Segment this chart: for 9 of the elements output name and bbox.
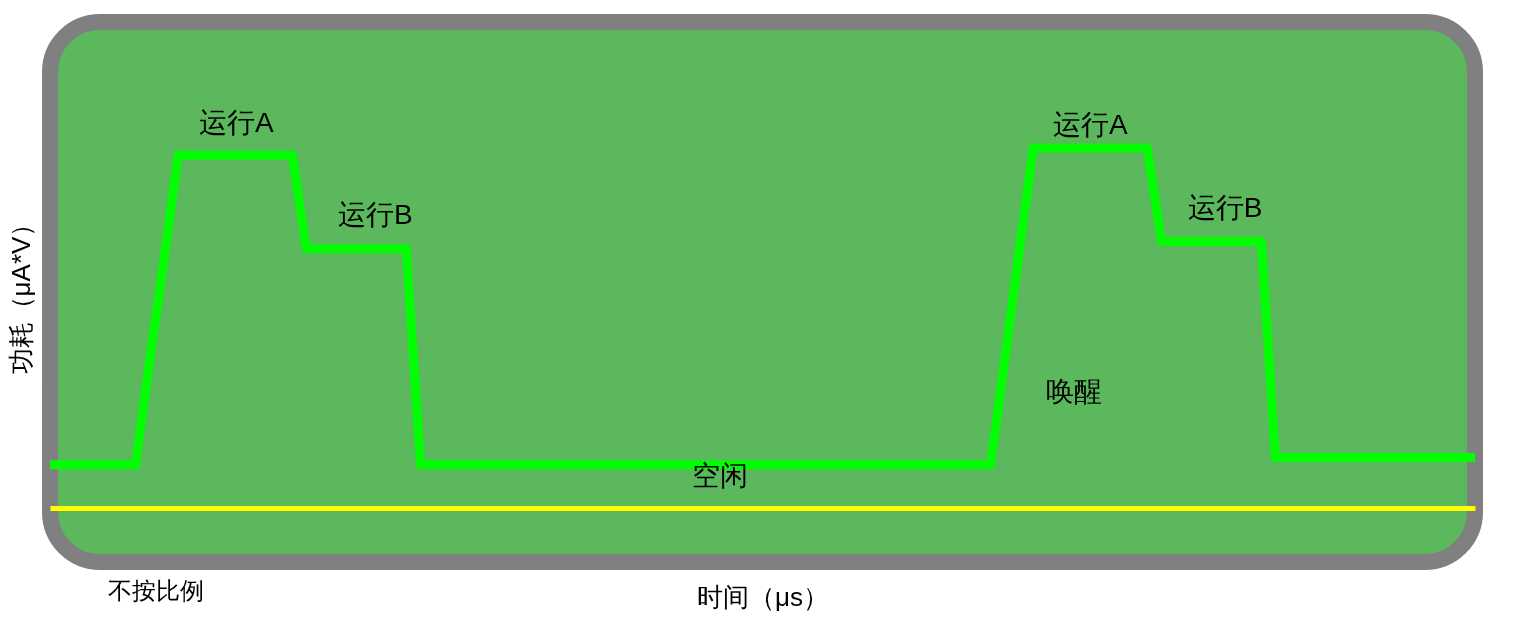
text: 运行A bbox=[199, 106, 275, 138]
y-axis-title: 功耗（μA*V） bbox=[5, 210, 36, 375]
annotation: 运行B bbox=[1187, 192, 1263, 224]
annotation: 唤醒 bbox=[1046, 376, 1103, 408]
annotation: 空闲 bbox=[692, 459, 749, 491]
text: 运行A bbox=[1052, 108, 1128, 140]
annotation: 运行B bbox=[337, 199, 413, 231]
x-axis-title: 时间（μs） bbox=[697, 581, 829, 612]
text: 不按比例 bbox=[108, 577, 204, 604]
